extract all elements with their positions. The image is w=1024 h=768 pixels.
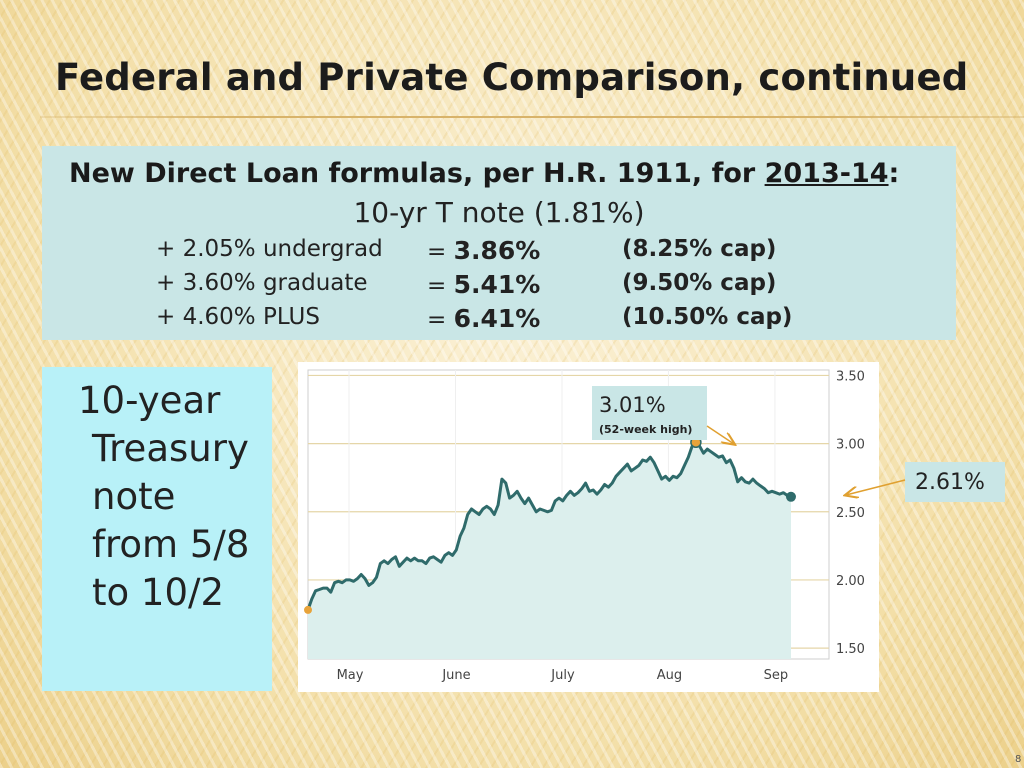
x-tick-label: June bbox=[441, 668, 470, 683]
formula-heading-text: New Direct Loan formulas, per H.R. 1911,… bbox=[69, 158, 765, 189]
chart-panel: 1.50 2.00 2.50 3.00 3.50 May June July Aug Sep bbox=[298, 362, 879, 692]
formula-rate: 5.41% bbox=[453, 270, 541, 299]
formula-addend: + 3.60% graduate bbox=[156, 270, 368, 296]
formula-equals: = bbox=[427, 239, 454, 265]
caption-line: from 5/8 bbox=[92, 523, 250, 566]
end-marker bbox=[785, 491, 796, 502]
formula-result: = 3.86% bbox=[427, 236, 540, 265]
formula-box: New Direct Loan formulas, per H.R. 1911,… bbox=[42, 146, 956, 340]
y-tick-label: 2.50 bbox=[836, 506, 865, 521]
high-callout: 3.01% (52-week high) bbox=[592, 386, 707, 440]
end-callout-value: 2.61% bbox=[915, 470, 985, 495]
caption-line: to 10/2 bbox=[92, 571, 224, 614]
y-tick-label: 1.50 bbox=[836, 642, 865, 657]
formula-base: 10-yr T note (1.81%) bbox=[353, 196, 645, 229]
x-tick-label: July bbox=[550, 668, 575, 683]
slide-title: Federal and Private Comparison, continue… bbox=[55, 56, 969, 99]
series-area bbox=[308, 442, 791, 659]
chart-caption-box: 10-year Treasury note from 5/8 to 10/2 bbox=[42, 367, 272, 691]
formula-cap: (9.50% cap) bbox=[622, 270, 777, 296]
formula-heading-year: 2013-14 bbox=[764, 158, 889, 189]
x-tick-label: Sep bbox=[764, 668, 789, 683]
formula-result: = 6.41% bbox=[427, 304, 540, 333]
series-line bbox=[306, 440, 792, 611]
formula-result: = 5.41% bbox=[427, 270, 540, 299]
formula-addend: + 4.60% PLUS bbox=[156, 304, 320, 330]
formula-rate: 3.86% bbox=[453, 236, 541, 265]
formula-equals: = bbox=[427, 273, 454, 299]
y-tick-label: 2.00 bbox=[836, 574, 865, 589]
caption-line: 10-year bbox=[78, 379, 221, 422]
caption-line: note bbox=[92, 475, 176, 518]
formula-heading: New Direct Loan formulas, per H.R. 1911,… bbox=[69, 158, 899, 189]
x-tick-label: Aug bbox=[657, 668, 682, 683]
high-callout-note: (52-week high) bbox=[599, 423, 693, 436]
x-tick-label: May bbox=[337, 668, 364, 683]
page-number: 8 bbox=[1015, 754, 1022, 765]
y-tick-label: 3.50 bbox=[836, 369, 865, 384]
formula-addend: + 2.05% undergrad bbox=[156, 236, 383, 262]
formula-cap: (10.50% cap) bbox=[622, 304, 793, 330]
formula-heading-colon: : bbox=[888, 158, 900, 189]
end-callout: 2.61% bbox=[905, 462, 1005, 502]
start-marker bbox=[304, 605, 312, 614]
formula-equals: = bbox=[427, 307, 454, 333]
formula-cap: (8.25% cap) bbox=[622, 236, 777, 262]
treasury-chart: 1.50 2.00 2.50 3.00 3.50 May June July Aug Sep bbox=[304, 369, 865, 683]
high-callout-value: 3.01% bbox=[599, 393, 666, 417]
formula-rate: 6.41% bbox=[453, 304, 541, 333]
title-divider bbox=[40, 116, 1024, 118]
caption-line: Treasury bbox=[92, 427, 249, 470]
y-tick-label: 3.00 bbox=[836, 438, 865, 453]
